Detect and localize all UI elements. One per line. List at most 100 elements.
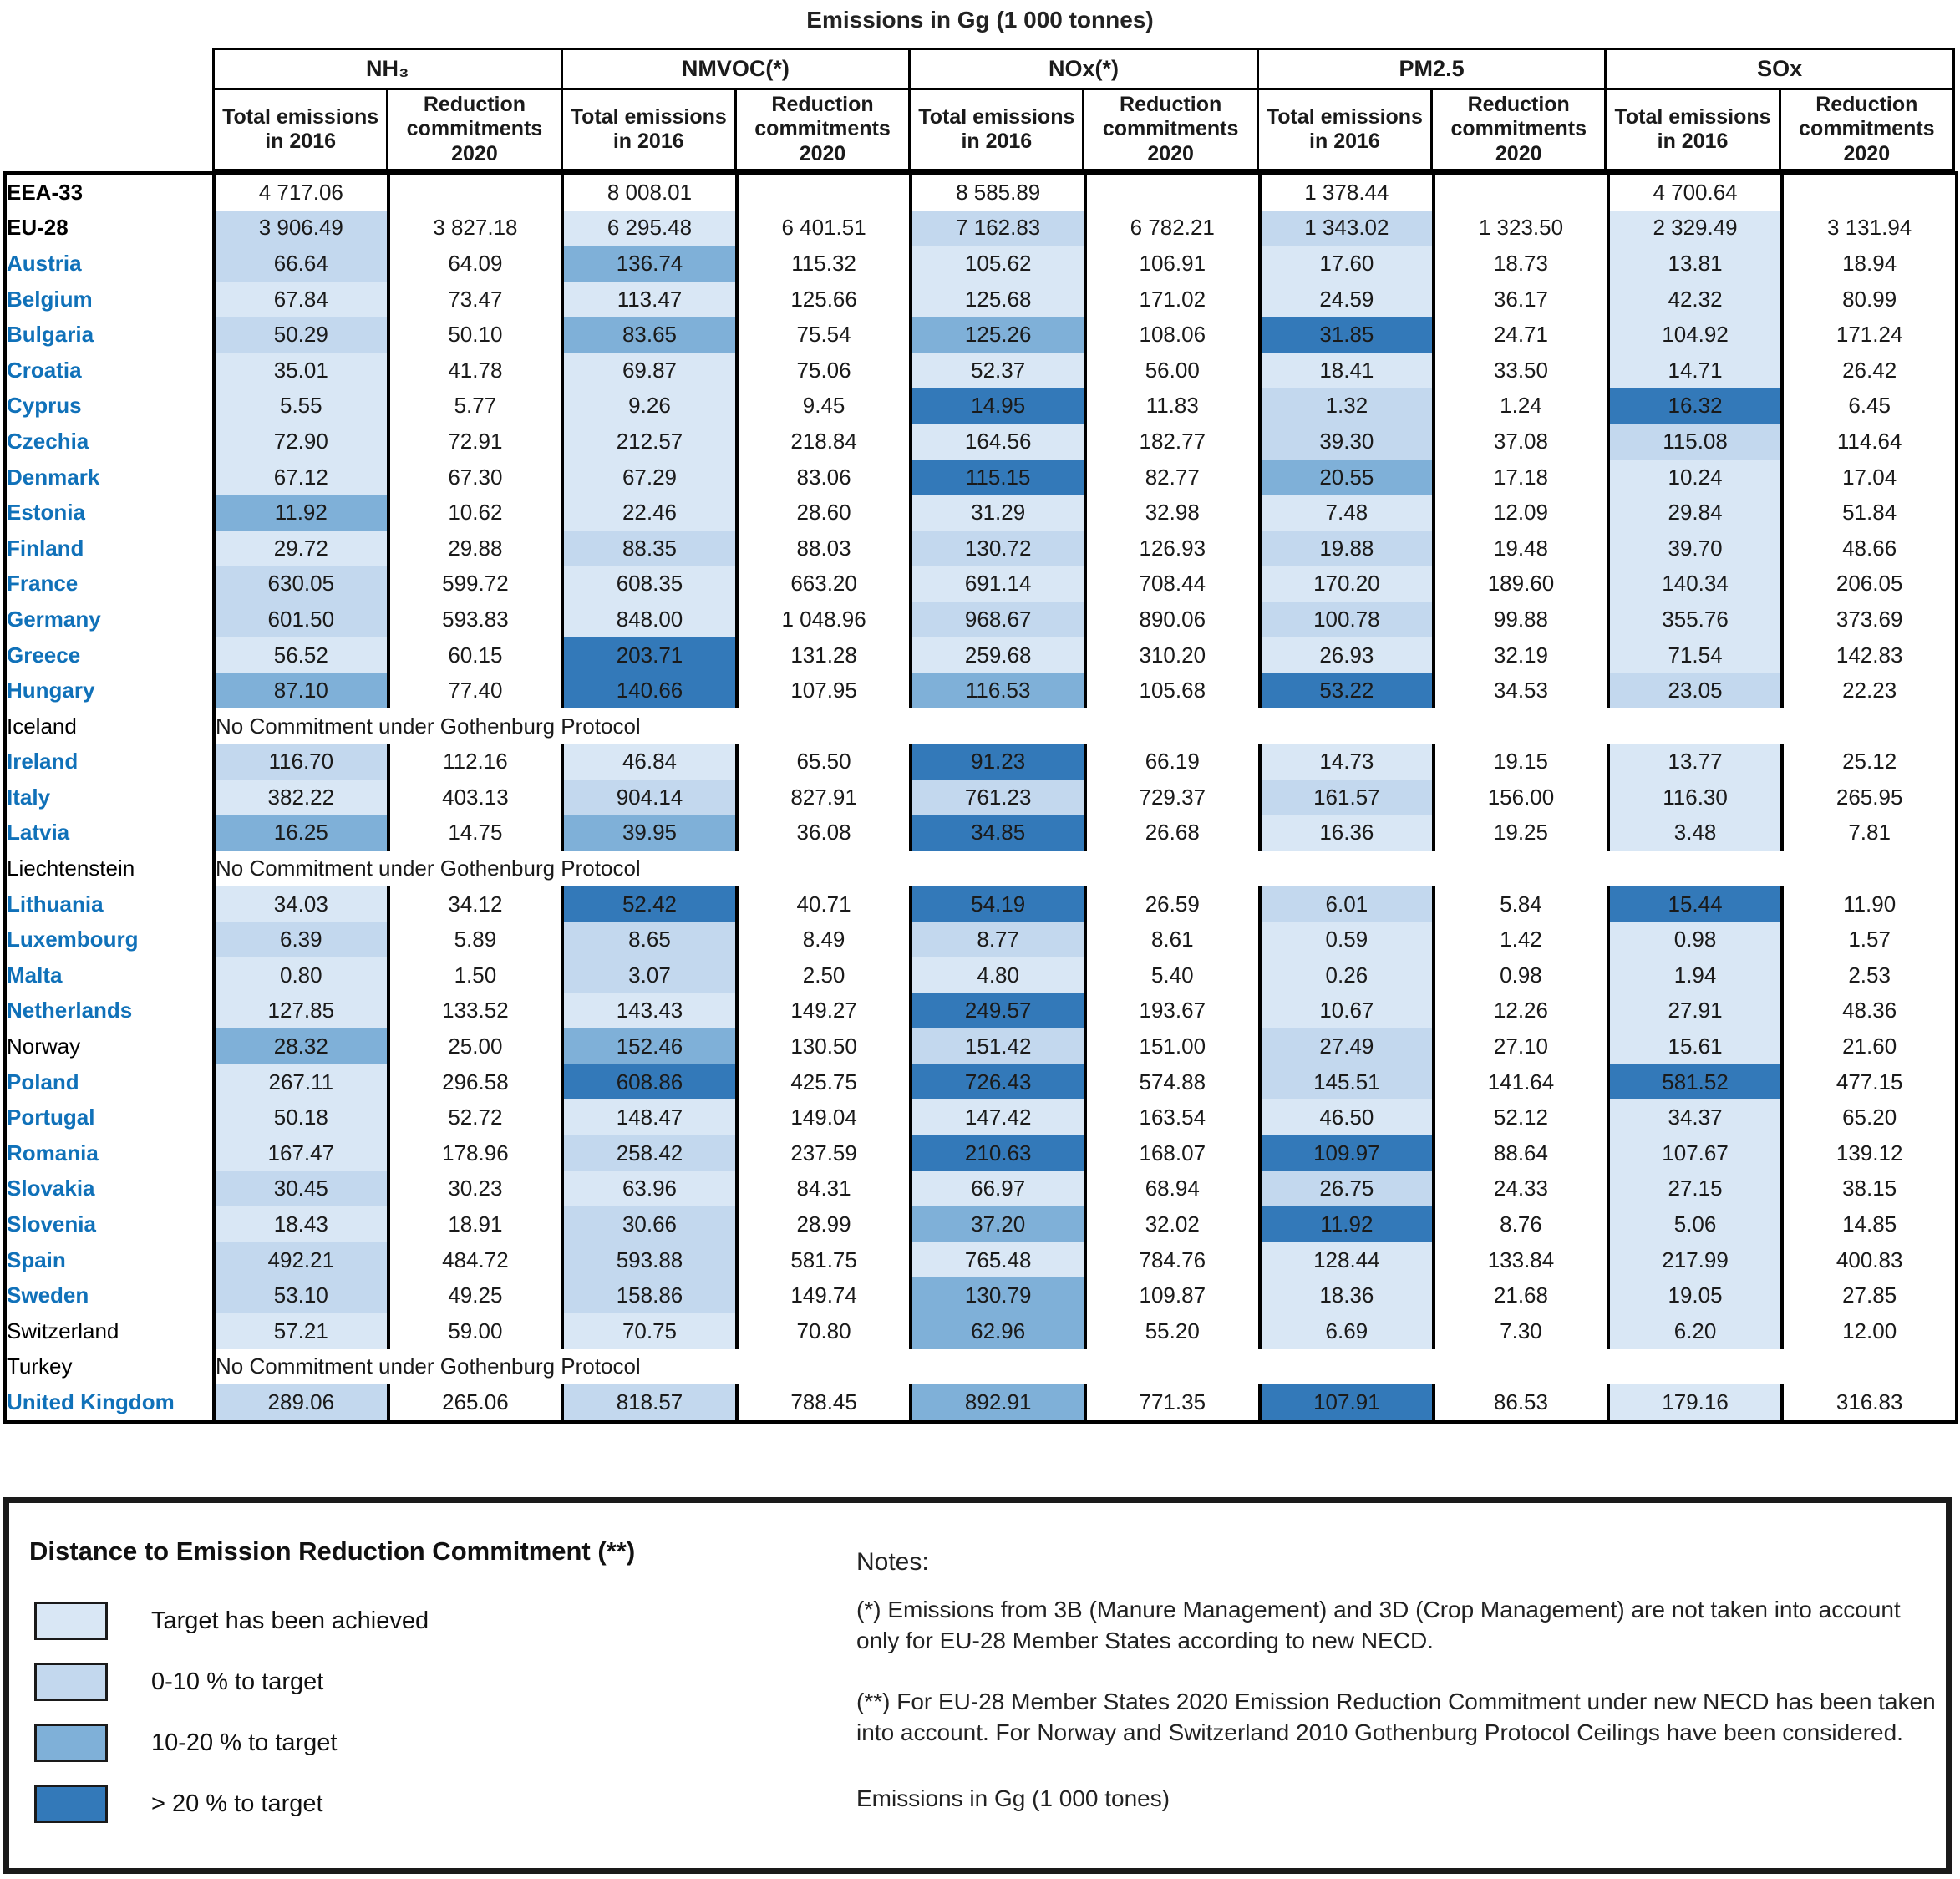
country-name[interactable]: Greece [7,642,81,668]
total-emissions-2016-cell: 34.03 [212,886,390,922]
reduction-commitment-2020-cell: 142.83 [1782,637,1957,673]
total-emissions-2016-cell: 8 008.01 [561,173,739,211]
reduction-commitment-2020-cell: 5.40 [1084,957,1260,993]
reduction-commitment-2020-cell: 784.76 [1084,1242,1260,1278]
reduction-commitment-2020-cell: 149.74 [736,1277,911,1313]
total-emissions-2016-cell: 13.77 [1606,744,1785,780]
total-emissions-2016-cell: 164.56 [909,424,1087,460]
country-name[interactable]: Lithuania [7,891,104,917]
country-name[interactable]: Poland [7,1069,79,1094]
country-name[interactable]: Finland [7,535,84,561]
country-name[interactable]: Italy [7,784,51,810]
table-row: Poland 267.11 296.58 608.86 425.75 726.43 574.… [5,1064,1957,1100]
country-name[interactable]: Spain [7,1247,66,1272]
country-name[interactable]: Netherlands [7,998,133,1023]
reduction-commitment-2020-cell: 133.52 [388,993,563,1029]
reduction-commitment-2020-cell: 149.27 [736,993,911,1029]
total-emissions-2016-cell: 130.72 [909,530,1087,566]
table-row: Germany 601.50 593.83 848.00 1 048.96 968.67 8… [5,602,1957,637]
reduction-commitment-2020-cell: 1.57 [1782,922,1957,958]
reduction-commitment-2020-cell: 126.93 [1084,530,1260,566]
country-name[interactable]: Bulgaria [7,322,94,348]
reduction-commitment-2020-cell: 75.06 [736,352,911,388]
total-emissions-2016-cell: 31.85 [1257,317,1436,353]
reduction-commitment-2020-cell: 112.16 [388,744,563,780]
country-name[interactable]: Estonia [7,500,85,526]
reduction-commitment-2020-cell [736,173,911,211]
total-emissions-2016-cell: 130.79 [909,1277,1087,1313]
no-commitment-cell: No Commitment under Gothenburg Protocol [212,1348,1957,1385]
total-emissions-2016-cell: 11.92 [1257,1206,1436,1242]
total-emissions-2016-cell: 52.42 [561,886,739,922]
reduction-commitment-2020-cell: 19.25 [1434,815,1608,851]
total-emissions-2016-cell: 27.15 [1606,1171,1785,1207]
total-emissions-2016-cell: 42.32 [1606,281,1785,317]
reduction-commitment-2020-cell: 52.12 [1434,1099,1608,1136]
total-emissions-2016-cell: 87.10 [212,673,390,708]
reduction-commitment-2020-cell: 2.53 [1782,957,1957,993]
note-asterisk: (*) Emissions from 3B (Manure Management… [856,1597,1901,1653]
legend-label: 10-20 % to target [151,1729,338,1756]
reduction-commitment-2020-cell: 182.77 [1084,424,1260,460]
table-row: Estonia 11.92 10.62 22.46 28.60 31.29 32.98 7.4… [5,495,1957,531]
country-name[interactable]: Belgium [7,286,93,312]
reduction-commitment-2020-cell: 109.87 [1084,1277,1260,1313]
country-name[interactable]: Sweden [7,1282,89,1308]
country-name[interactable]: Malta [7,962,63,988]
total-emissions-2016-cell: 9.26 [561,388,739,424]
country-name[interactable]: Denmark [7,464,100,490]
total-emissions-2016-cell: 7 162.83 [909,210,1087,246]
total-emissions-2016-cell: 26.93 [1257,637,1436,673]
country-name[interactable]: Portugal [7,1105,95,1130]
reduction-commitment-2020-cell: 400.83 [1782,1242,1957,1278]
table-row: Spain 492.21 484.72 593.88 581.75 765.48 784.7… [5,1242,1957,1278]
country-name[interactable]: Hungary [7,678,95,703]
total-emissions-2016-cell: 50.29 [212,317,390,353]
total-emissions-2016-cell: 14.95 [909,388,1087,424]
country-name[interactable]: United Kingdom [7,1389,175,1414]
country-name[interactable]: Czechia [7,428,89,454]
table-row: Belgium 67.84 73.47 113.47 125.66 125.68 171.0… [5,281,1957,317]
no-commitment-cell: No Commitment under Gothenburg Protocol [212,851,1957,886]
total-emissions-2016-cell: 267.11 [212,1064,390,1100]
reduction-commitment-2020-cell: 22.23 [1782,673,1957,708]
reduction-commitment-2020-cell: 477.15 [1782,1064,1957,1100]
reduction-commitment-2020-cell: 484.72 [388,1242,563,1278]
legend-item: Target has been achieved [34,1602,429,1640]
reduction-commitment-2020-cell: 163.54 [1084,1099,1260,1136]
legend-box: Distance to Emission Reduction Commitmen… [3,1497,1952,1874]
total-emissions-2016-header: Total emissions in 2016 [215,90,389,169]
table-row: Lithuania 34.03 34.12 52.42 40.71 54.19 26.59 6… [5,886,1957,922]
country-name[interactable]: Ireland [7,749,79,774]
reduction-commitment-2020-cell: 115.32 [736,246,911,282]
country-name[interactable]: Austria [7,250,82,276]
table-row: Latvia 16.25 14.75 39.95 36.08 34.85 26.68 16.3… [5,815,1957,851]
total-emissions-2016-cell: 14.73 [1257,744,1436,780]
total-emissions-2016-cell: 71.54 [1606,637,1785,673]
reduction-commitment-2020-cell: 3 827.18 [388,210,563,246]
country-name[interactable]: Cyprus [7,393,82,419]
total-emissions-2016-cell: 70.75 [561,1313,739,1349]
total-emissions-2016-cell: 167.47 [212,1135,390,1171]
reduction-commitments-2020-header: Reduction commitments 2020 [754,92,891,165]
total-emissions-2016-cell: 34.85 [909,815,1087,851]
table-row: Sweden 53.10 49.25 158.86 149.74 130.79 109.87… [5,1277,1957,1313]
country-name[interactable]: Luxembourg [7,927,139,952]
country-name[interactable]: Slovenia [7,1211,96,1237]
reduction-commitment-2020-cell: 64.09 [388,246,563,282]
total-emissions-2016-cell: 5.55 [212,388,390,424]
country-name[interactable]: Germany [7,606,101,632]
country-name[interactable]: France [7,571,79,597]
country-name[interactable]: Latvia [7,820,70,846]
country-name[interactable]: Romania [7,1140,99,1165]
total-emissions-2016-cell: 29.72 [212,530,390,566]
total-emissions-2016-cell: 105.62 [909,246,1087,282]
reduction-commitment-2020-cell: 19.48 [1434,530,1608,566]
country-name[interactable]: Croatia [7,357,82,383]
table-row: Liechtenstein No Commitment under Gothenb… [5,851,1957,886]
table-row: EU-28 3 906.49 3 827.18 6 295.48 6 401.51 7 1… [5,210,1957,246]
total-emissions-2016-cell: 29.84 [1606,495,1785,531]
country-name: Liechtenstein [7,856,135,881]
country-name[interactable]: Slovakia [7,1176,95,1201]
total-emissions-2016-cell: 10.24 [1606,459,1785,495]
